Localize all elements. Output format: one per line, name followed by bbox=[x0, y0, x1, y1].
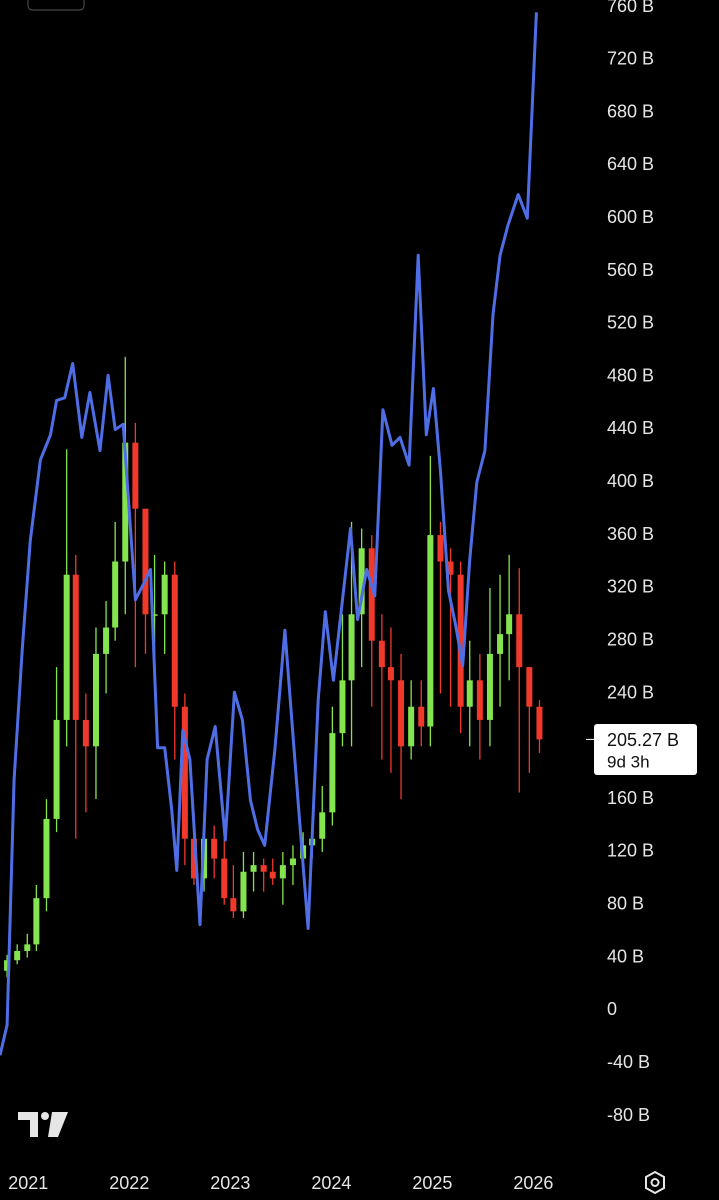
candle-body bbox=[161, 574, 168, 615]
x-tick-label: 2024 bbox=[311, 1173, 351, 1193]
y-tick-label: 160 B bbox=[607, 788, 654, 808]
candle-body bbox=[221, 858, 228, 899]
candle-body bbox=[33, 898, 40, 945]
y-tick-label: 640 B bbox=[607, 154, 654, 174]
candle-body bbox=[457, 574, 464, 707]
y-tick-label: 760 B bbox=[607, 0, 654, 16]
candle-body bbox=[536, 706, 543, 740]
tradingview-logo bbox=[18, 1112, 68, 1137]
candle-body bbox=[279, 865, 286, 879]
candle-body bbox=[378, 640, 385, 668]
candle-body bbox=[260, 865, 267, 872]
candle-body bbox=[526, 667, 533, 707]
candle-body bbox=[53, 719, 60, 819]
y-tick-label: 720 B bbox=[607, 49, 654, 69]
y-tick-label: 400 B bbox=[607, 471, 654, 491]
candle-body bbox=[211, 838, 218, 859]
countdown-label: 9d 3h bbox=[607, 752, 650, 771]
toolbar-button[interactable] bbox=[27, 0, 85, 11]
candle-body bbox=[348, 614, 355, 681]
candle-body bbox=[103, 627, 110, 654]
x-tick-label: 2025 bbox=[412, 1173, 452, 1193]
candle-body bbox=[24, 944, 31, 951]
y-tick-label: 80 B bbox=[607, 894, 644, 914]
x-tick-label: 2023 bbox=[210, 1173, 250, 1193]
y-tick-label: 120 B bbox=[607, 841, 654, 861]
y-tick-label: 280 B bbox=[607, 629, 654, 649]
y-tick-label: 0 bbox=[607, 999, 617, 1019]
y-tick-label: 560 B bbox=[607, 260, 654, 280]
y-tick-label: -40 B bbox=[607, 1052, 650, 1072]
candle-body bbox=[92, 653, 99, 747]
x-tick-label: 2026 bbox=[513, 1173, 553, 1193]
candle-body bbox=[506, 614, 513, 635]
candle-body bbox=[476, 680, 483, 720]
candle-body bbox=[329, 733, 336, 813]
y-tick-label: 360 B bbox=[607, 524, 654, 544]
candle-body bbox=[447, 561, 454, 575]
candle-body bbox=[466, 680, 473, 707]
candle-body bbox=[358, 548, 365, 615]
y-tick-label: 440 B bbox=[607, 418, 654, 438]
candle-body bbox=[398, 680, 405, 747]
x-tick-label: 2021 bbox=[8, 1173, 48, 1193]
candle-body bbox=[230, 898, 237, 912]
candle-body bbox=[319, 812, 326, 839]
y-tick-label: -80 B bbox=[607, 1105, 650, 1125]
candle-body bbox=[14, 950, 21, 961]
candle-body bbox=[289, 858, 296, 866]
x-tick-label: 2022 bbox=[109, 1173, 149, 1193]
candle-body bbox=[250, 865, 257, 872]
candle-body bbox=[437, 535, 444, 562]
candle-body bbox=[171, 574, 178, 707]
candle-body bbox=[142, 508, 149, 615]
candle-body bbox=[486, 653, 493, 720]
y-tick-label: 240 B bbox=[607, 682, 654, 702]
candle-body bbox=[82, 719, 89, 747]
candle-body bbox=[387, 667, 394, 681]
candle-body bbox=[190, 838, 197, 879]
y-tick-label: 320 B bbox=[607, 577, 654, 597]
candle-body bbox=[497, 634, 504, 654]
y-tick-label: 680 B bbox=[607, 101, 654, 121]
candle-body bbox=[63, 574, 70, 720]
y-tick-label: 40 B bbox=[607, 946, 644, 966]
candle-body bbox=[408, 706, 415, 747]
candle-body bbox=[181, 706, 188, 839]
y-tick-label: 600 B bbox=[607, 207, 654, 227]
candle-body bbox=[427, 535, 434, 727]
candle-body bbox=[132, 442, 139, 509]
price-label-box bbox=[594, 724, 697, 775]
candle-body bbox=[339, 680, 346, 734]
candle-body bbox=[4, 960, 11, 971]
candle-body bbox=[240, 871, 247, 912]
y-tick-label: 480 B bbox=[607, 365, 654, 385]
candle-body bbox=[72, 574, 79, 720]
candle-body bbox=[43, 818, 50, 899]
candle-body bbox=[516, 614, 523, 668]
candle-body bbox=[418, 706, 425, 727]
candle-body bbox=[112, 561, 119, 628]
y-tick-label: 520 B bbox=[607, 313, 654, 333]
candle-body bbox=[122, 442, 129, 562]
settings-icon[interactable] bbox=[645, 1170, 665, 1195]
candle-body bbox=[368, 548, 375, 641]
candle-body bbox=[151, 614, 158, 616]
line-series bbox=[0, 12, 538, 1056]
last-price-label: 205.27 B bbox=[607, 730, 679, 750]
candle-body bbox=[269, 871, 276, 879]
